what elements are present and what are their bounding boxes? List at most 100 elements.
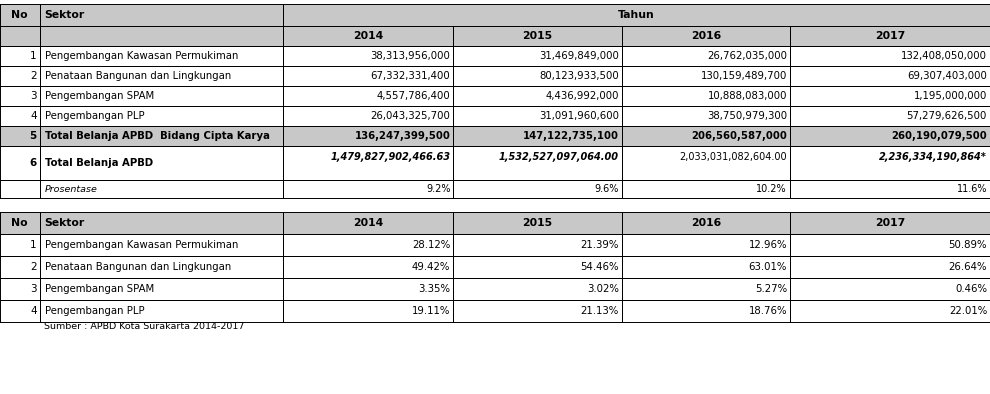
Text: Sektor: Sektor [45, 218, 85, 228]
Bar [790, 212, 990, 234]
Text: 21.13%: 21.13% [580, 306, 619, 316]
Text: Total Belanja APBD: Total Belanja APBD [45, 158, 152, 168]
Bar [453, 86, 622, 106]
Bar [283, 146, 453, 180]
Bar [283, 212, 453, 234]
Bar [453, 180, 622, 198]
Bar [790, 300, 990, 322]
Text: Pengembangan Kawasan Permukiman: Pengembangan Kawasan Permukiman [45, 240, 238, 250]
Text: 57,279,626,500: 57,279,626,500 [907, 111, 987, 121]
Text: 4,557,786,400: 4,557,786,400 [376, 91, 450, 101]
Text: Sektor: Sektor [45, 10, 85, 20]
Bar [0, 234, 40, 256]
Bar [622, 256, 790, 278]
Text: 19.11%: 19.11% [412, 306, 450, 316]
Text: 31,091,960,600: 31,091,960,600 [539, 111, 619, 121]
Bar [790, 256, 990, 278]
Bar [622, 26, 790, 46]
Bar [453, 300, 622, 322]
Bar [40, 46, 283, 66]
Bar [0, 126, 40, 146]
Text: 147,122,735,100: 147,122,735,100 [523, 131, 619, 141]
Bar [0, 66, 40, 86]
Bar [622, 146, 790, 180]
Bar [790, 146, 990, 180]
Text: Prosentase: Prosentase [45, 184, 97, 193]
Text: 130,159,489,700: 130,159,489,700 [701, 71, 787, 81]
Text: 1,195,000,000: 1,195,000,000 [914, 91, 987, 101]
Text: 2014: 2014 [353, 31, 383, 41]
Bar [790, 26, 990, 46]
Text: 26,043,325,700: 26,043,325,700 [370, 111, 450, 121]
Bar [40, 86, 283, 106]
Bar [453, 146, 622, 180]
Text: 2: 2 [30, 71, 37, 81]
Bar [40, 4, 283, 26]
Text: 206,560,587,000: 206,560,587,000 [691, 131, 787, 141]
Text: 260,190,079,500: 260,190,079,500 [891, 131, 987, 141]
Bar [0, 86, 40, 106]
Text: Penataan Bangunan dan Lingkungan: Penataan Bangunan dan Lingkungan [45, 71, 231, 81]
Text: 21.39%: 21.39% [580, 240, 619, 250]
Bar [0, 46, 40, 66]
Bar [622, 66, 790, 86]
Text: 0.46%: 0.46% [955, 284, 987, 294]
Bar [790, 66, 990, 86]
Text: 3: 3 [30, 284, 37, 294]
Bar [453, 46, 622, 66]
Text: 26,762,035,000: 26,762,035,000 [707, 51, 787, 61]
Bar [622, 126, 790, 146]
Text: 2014: 2014 [353, 218, 383, 228]
Bar [0, 106, 40, 126]
Bar [453, 278, 622, 300]
Text: 1,479,827,902,466.63: 1,479,827,902,466.63 [331, 152, 450, 162]
Text: 38,750,979,300: 38,750,979,300 [707, 111, 787, 121]
Text: 9.6%: 9.6% [594, 184, 619, 194]
Bar [0, 300, 40, 322]
Bar [40, 212, 283, 234]
Text: Total Belanja APBD  Bidang Cipta Karya: Total Belanja APBD Bidang Cipta Karya [45, 131, 269, 141]
Text: 2017: 2017 [875, 218, 905, 228]
Text: 26.64%: 26.64% [948, 262, 987, 272]
Bar [790, 180, 990, 198]
Bar [622, 86, 790, 106]
Bar [622, 180, 790, 198]
Bar [0, 26, 40, 46]
Text: 9.2%: 9.2% [426, 184, 450, 194]
Bar [283, 46, 453, 66]
Text: 4: 4 [30, 306, 37, 316]
Bar [622, 106, 790, 126]
Bar [283, 256, 453, 278]
Text: 31,469,849,000: 31,469,849,000 [539, 51, 619, 61]
Text: 12.96%: 12.96% [748, 240, 787, 250]
Bar [453, 212, 622, 234]
Text: 3.02%: 3.02% [587, 284, 619, 294]
Text: 1: 1 [30, 240, 37, 250]
Bar [283, 66, 453, 86]
Text: Pengembangan Kawasan Permukiman: Pengembangan Kawasan Permukiman [45, 51, 238, 61]
Text: 2016: 2016 [691, 218, 721, 228]
Text: 69,307,403,000: 69,307,403,000 [907, 71, 987, 81]
Text: 4: 4 [30, 111, 37, 121]
Text: 136,247,399,500: 136,247,399,500 [354, 131, 450, 141]
Bar [453, 106, 622, 126]
Bar [790, 126, 990, 146]
Text: Pengembangan PLP: Pengembangan PLP [45, 111, 145, 121]
Bar [40, 256, 283, 278]
Text: 49.42%: 49.42% [412, 262, 450, 272]
Bar [790, 86, 990, 106]
Text: 10,888,083,000: 10,888,083,000 [708, 91, 787, 101]
Text: 2015: 2015 [523, 31, 552, 41]
Bar [283, 234, 453, 256]
Text: 2,033,031,082,604.00: 2,033,031,082,604.00 [679, 152, 787, 162]
Bar [40, 278, 283, 300]
Text: 3.35%: 3.35% [419, 284, 450, 294]
Bar [0, 180, 40, 198]
Text: Pengembangan PLP: Pengembangan PLP [45, 306, 145, 316]
Bar [283, 4, 990, 26]
Bar [453, 26, 622, 46]
Bar [0, 212, 40, 234]
Text: 4,436,992,000: 4,436,992,000 [545, 91, 619, 101]
Bar [0, 146, 40, 180]
Bar [283, 86, 453, 106]
